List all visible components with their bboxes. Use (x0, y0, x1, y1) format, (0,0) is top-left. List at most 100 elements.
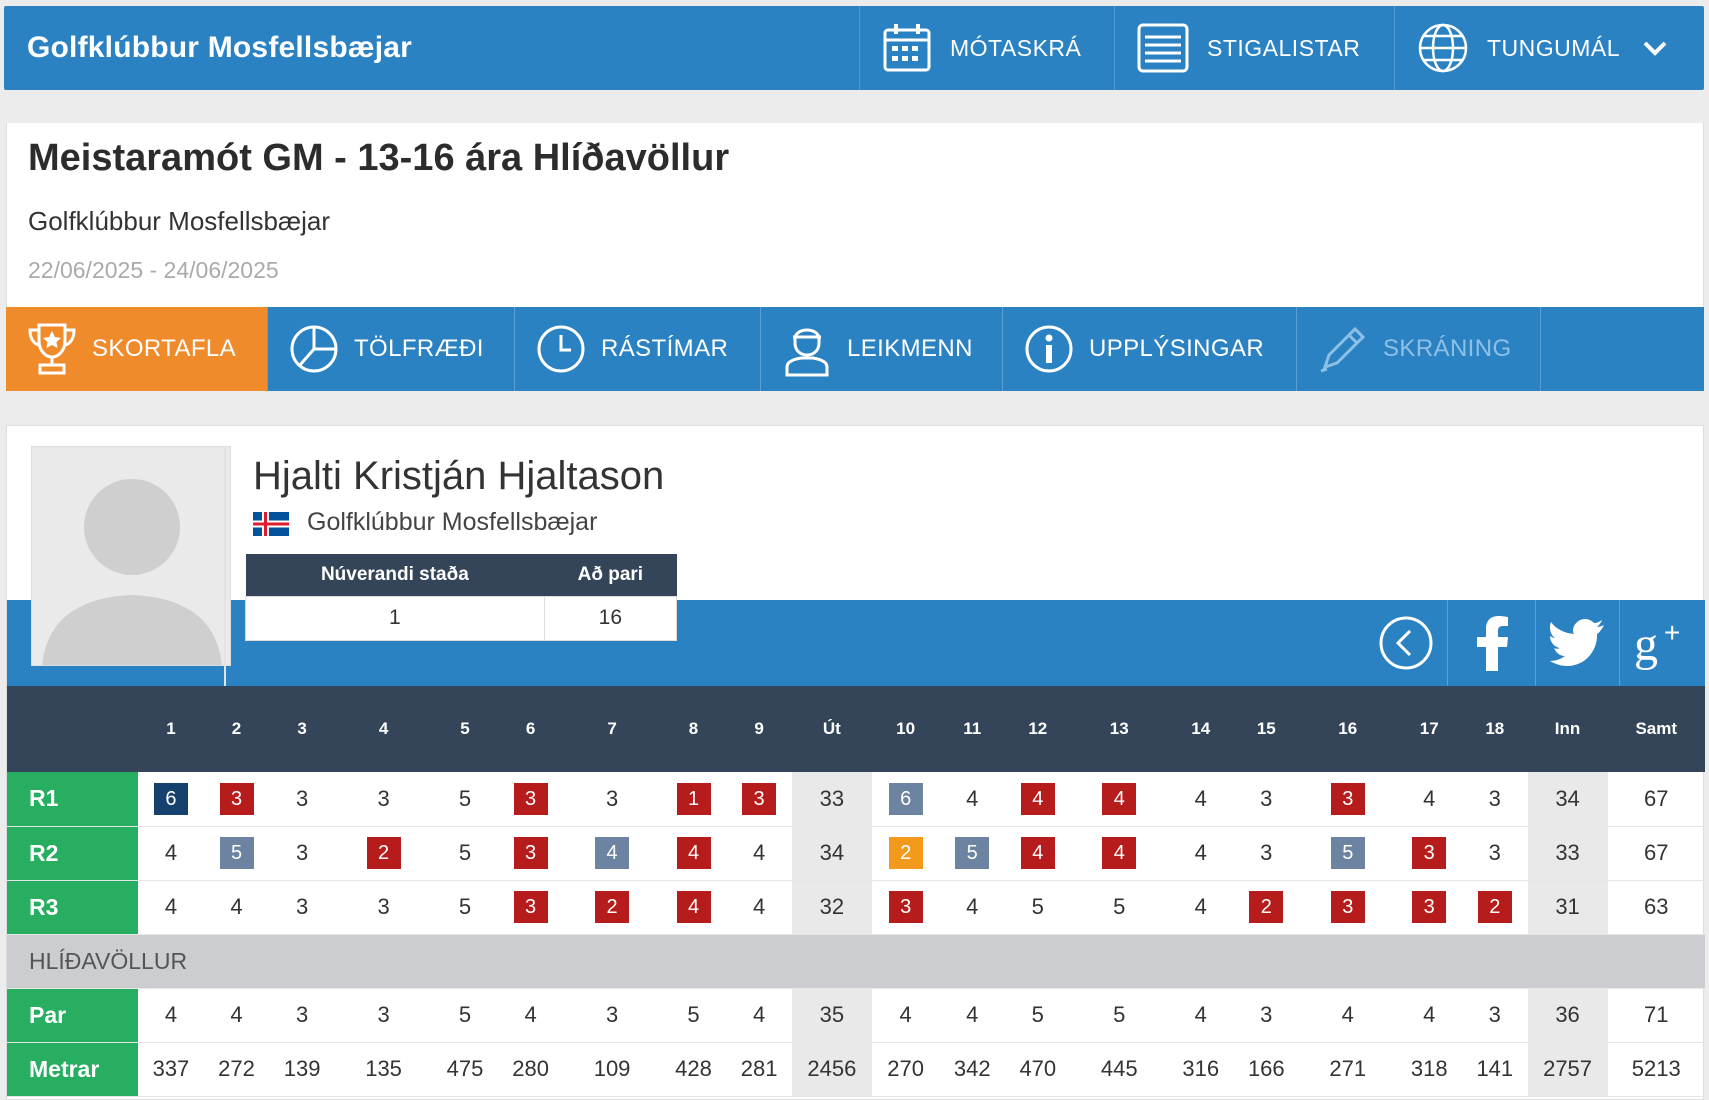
hole-score: 4 (1167, 880, 1234, 935)
score-marker: 4 (595, 837, 630, 869)
hole-score: 3 (497, 880, 564, 935)
google-plus-share-button[interactable]: g + (1619, 600, 1705, 686)
hole-score: 5 (432, 880, 498, 935)
hole-value: 139 (269, 1042, 335, 1097)
hole-score: 3 (563, 772, 661, 827)
round-label: R3 (7, 880, 139, 935)
score-marker: 3 (1330, 891, 1365, 923)
hole-score: 4 (563, 826, 661, 881)
hole-score: 3 (269, 880, 335, 935)
round-total: 67 (1607, 772, 1705, 827)
tab-upplysingar[interactable]: UPPLÝSINGAR (1003, 307, 1297, 391)
score-marker: 4 (1020, 837, 1055, 869)
hole-header: 17 (1396, 686, 1463, 772)
brand-title[interactable]: Golfklúbbur Mosfellsbæjar (27, 31, 413, 64)
avatar (31, 446, 231, 666)
info-icon (1025, 325, 1073, 373)
hole-score: 3 (269, 772, 335, 827)
svg-text:g: g (1634, 618, 1658, 670)
back-button[interactable] (1365, 600, 1447, 686)
course-total: 5213 (1607, 1042, 1705, 1097)
hole-header: 5 (432, 686, 498, 772)
hole-header: 1 (138, 686, 204, 772)
nav-motaskra[interactable]: MÓTASKRÁ (859, 6, 1114, 90)
hole-score: 4 (726, 826, 792, 881)
nav-tungumal[interactable]: TUNGUMÁL (1394, 6, 1704, 90)
hole-header: 15 (1233, 686, 1300, 772)
score-marker: 2 (1477, 891, 1512, 923)
round-label: R2 (7, 826, 139, 881)
hole-score: 4 (1167, 772, 1234, 827)
hole-header: 11 (939, 686, 1006, 772)
hole-score: 3 (1299, 772, 1397, 827)
nav-label: TUNGUMÁL (1487, 34, 1621, 61)
hole-value: 428 (660, 1042, 727, 1097)
hole-score: 4 (1070, 772, 1168, 827)
hole-score: 4 (660, 880, 727, 935)
hole-header: Inn (1527, 686, 1608, 772)
score-marker: 5 (1330, 837, 1365, 869)
score-marker: 4 (1102, 837, 1137, 869)
score-marker: 3 (742, 782, 777, 815)
out-total: 34 (791, 826, 872, 881)
hole-value: 135 (334, 1042, 433, 1097)
tab-skortafla[interactable]: SKORTAFLA (6, 307, 268, 391)
course-name-row: HLÍÐAVÖLLUR (7, 934, 1705, 989)
hole-value: 4 (203, 988, 270, 1043)
hole-score: 5 (203, 826, 270, 881)
hole-score: 3 (1396, 826, 1463, 881)
hole-score: 5 (939, 826, 1006, 881)
nav-stigalistar[interactable]: STIGALISTAR (1114, 6, 1394, 90)
par-row: Par 4 4 3 3 5 4 3 5 4 35 4 4 5 5 4 3 4 4 3 36 71 (7, 988, 1705, 1043)
player-card: Hjalti Kristján Hjaltason Golfklúbbur Mo… (6, 425, 1705, 1100)
top-navbar: Golfklúbbur Mosfellsbæjar MÓTASKRÁ STIGA… (4, 6, 1704, 90)
score-marker: 1 (676, 782, 711, 815)
tab-tolfraedi[interactable]: TÖLFRÆÐI (268, 307, 515, 391)
calendar-icon (883, 24, 931, 72)
tournament-header: Meistaramót GM - 13-16 ára Hlíðavöllur G… (6, 123, 1704, 308)
trophy-icon (28, 323, 76, 375)
hole-value: 109 (563, 1042, 661, 1097)
player-stats: Núverandi staða Að pari 1 16 (245, 554, 678, 641)
hole-value: 270 (871, 1042, 940, 1097)
hole-value: 3 (1462, 988, 1528, 1043)
hole-score: 4 (1396, 772, 1463, 827)
out-total: 32 (791, 880, 872, 935)
hole-value: 4 (497, 988, 564, 1043)
player-icon (785, 328, 829, 377)
player-club: Golfklúbbur Mosfellsbæjar (307, 508, 598, 536)
hole-score: 6 (871, 772, 940, 827)
hole-score: 6 (138, 772, 204, 827)
hole-score: 3 (334, 880, 433, 935)
hole-score: 3 (1233, 826, 1300, 881)
header-blank (7, 686, 139, 772)
hole-score: 3 (1396, 880, 1463, 935)
hole-score: 4 (203, 880, 270, 935)
score-marker: 3 (1412, 837, 1447, 869)
hole-score: 4 (138, 826, 204, 881)
hole-value: 4 (871, 988, 940, 1043)
score-marker: 3 (888, 891, 923, 923)
hole-score: 2 (1462, 880, 1528, 935)
tab-rastimar[interactable]: RÁSTÍMAR (515, 307, 761, 391)
twitter-share-button[interactable] (1535, 600, 1619, 686)
facebook-share-button[interactable] (1447, 600, 1535, 686)
score-marker: 3 (513, 782, 548, 815)
hole-score: 3 (497, 826, 564, 881)
hole-score: 3 (871, 880, 940, 935)
tournament-club: Golfklúbbur Mosfellsbæjar (28, 206, 331, 236)
page-title: Meistaramót GM - 13-16 ára Hlíðavöllur (28, 137, 730, 179)
score-marker: 4 (676, 891, 711, 923)
hole-score: 3 (497, 772, 564, 827)
row-label: Metrar (7, 1042, 139, 1097)
facebook-icon (1476, 616, 1508, 671)
out-total: 2456 (791, 1042, 872, 1097)
score-marker: 3 (513, 837, 548, 869)
round-row: R1 6 3 3 3 5 3 3 1 3 33 6 4 4 4 4 3 3 4 3 34 67 (7, 772, 1705, 827)
tab-leikmenn[interactable]: LEIKMENN (761, 307, 1003, 391)
hole-value: 4 (939, 988, 1006, 1043)
hole-value: 4 (1167, 988, 1234, 1043)
clock-icon (537, 325, 585, 373)
score-marker: 4 (1102, 782, 1137, 815)
hole-value: 316 (1167, 1042, 1234, 1097)
